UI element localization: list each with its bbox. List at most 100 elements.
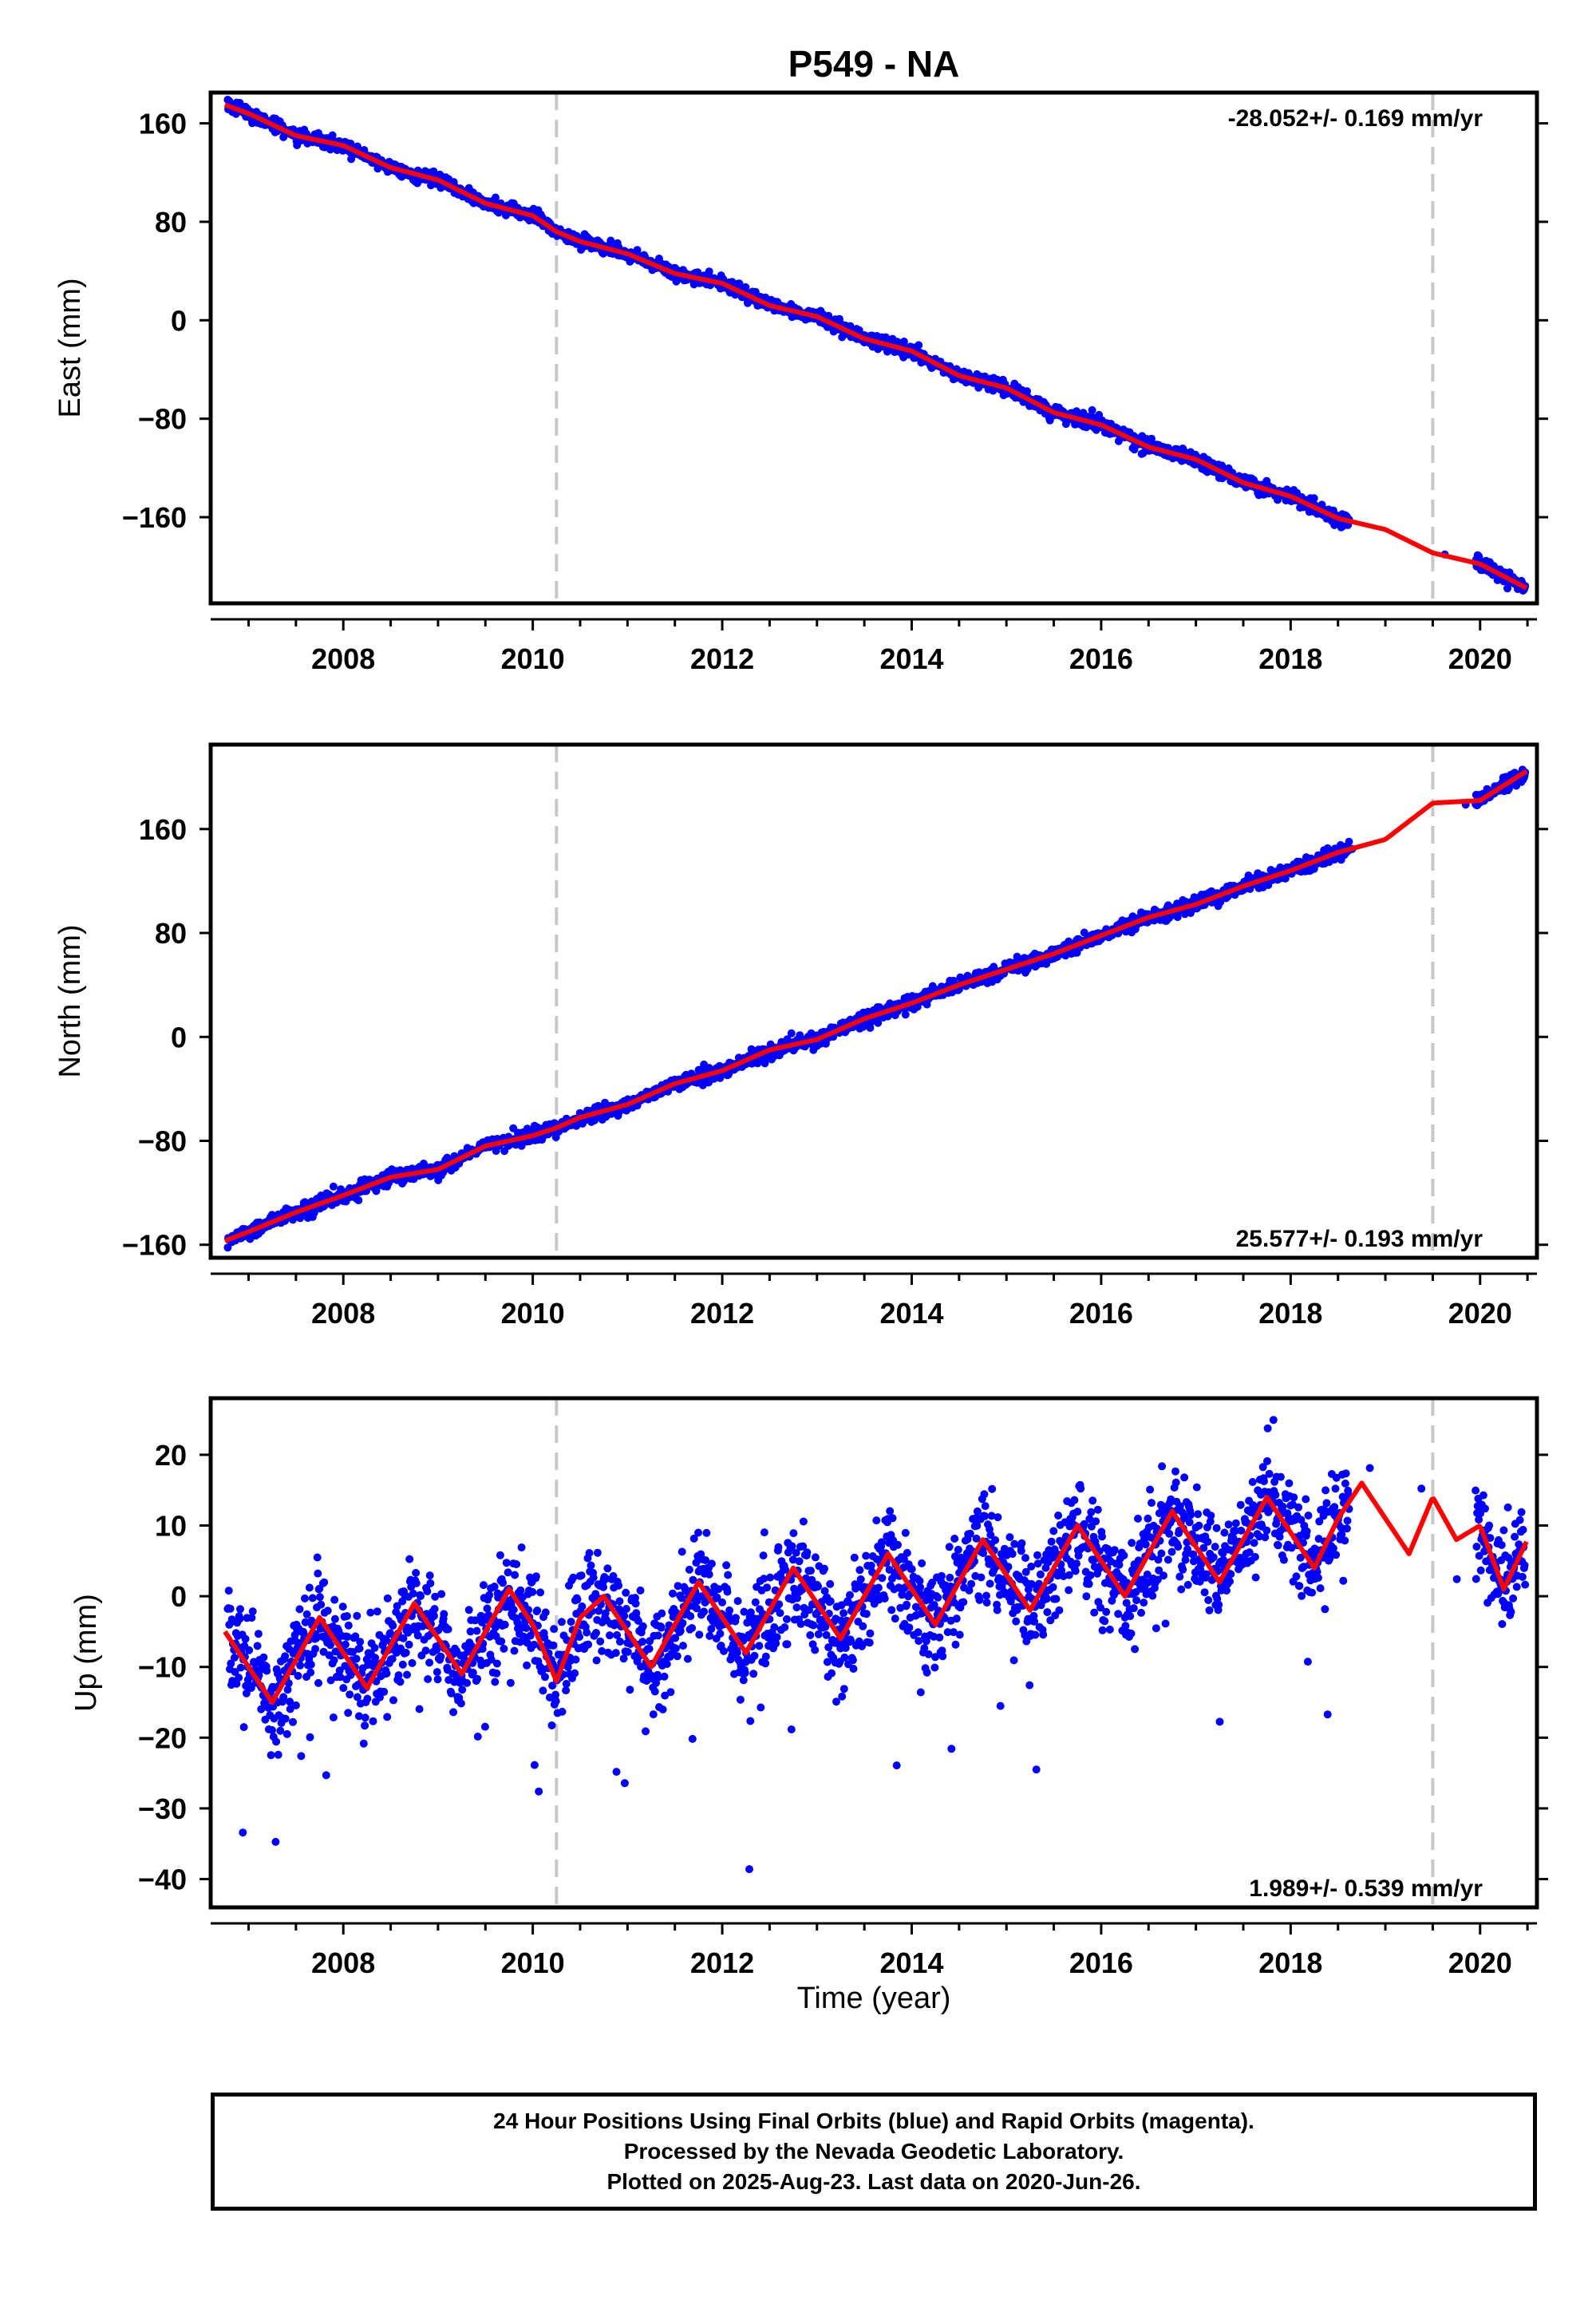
data-point: [359, 1739, 368, 1748]
data-point: [329, 1182, 338, 1191]
data-point: [787, 1029, 796, 1037]
data-point: [223, 1243, 232, 1252]
data-point: [272, 1737, 281, 1746]
data-point: [279, 1693, 288, 1701]
y-axis-label: East (mm): [53, 278, 87, 417]
data-point: [235, 1674, 243, 1682]
data-point: [389, 1696, 397, 1705]
data-point: [369, 1717, 377, 1725]
x-tick-label: 2016: [1069, 642, 1133, 675]
y-axis-label: North (mm): [53, 924, 87, 1077]
y-tick-label: 160: [139, 813, 187, 846]
data-point: [308, 1594, 317, 1603]
x-tick-label: 2018: [1258, 1297, 1322, 1330]
data-points: [223, 96, 1530, 595]
data-point: [1023, 387, 1031, 396]
data-point: [405, 1640, 413, 1649]
y-tick-label: 0: [171, 1021, 187, 1053]
data-point: [326, 1641, 334, 1650]
x-tick-label: 2020: [1448, 642, 1512, 675]
data-point: [306, 1660, 315, 1669]
data-point: [281, 1652, 290, 1661]
data-point: [330, 1595, 339, 1604]
panel-north: 2008 2010 2012 2014 2016 2018 2020160800−80−16…: [53, 742, 1548, 1330]
data-point: [259, 1653, 268, 1662]
data-point: [317, 1600, 326, 1609]
data-point: [382, 1669, 391, 1678]
plot-area: [223, 93, 1530, 603]
data-point: [366, 1608, 375, 1617]
data-point: [361, 1721, 369, 1730]
y-tick-label: −80: [138, 1124, 187, 1157]
chart-title: P549 - NA: [788, 43, 960, 85]
y-tick-label: −160: [122, 1229, 187, 1262]
data-point: [396, 1678, 405, 1686]
data-point: [344, 1709, 353, 1717]
data-point: [323, 1607, 332, 1615]
data-point: [346, 1690, 354, 1699]
data-points: [223, 1416, 1530, 1874]
data-point: [281, 1714, 290, 1723]
data-point: [371, 1654, 380, 1662]
data-point: [389, 1622, 397, 1630]
data-point: [344, 1621, 353, 1630]
data-point: [241, 1634, 250, 1643]
data-point: [235, 1614, 244, 1623]
data-point: [874, 1018, 883, 1027]
data-point: [224, 1587, 233, 1595]
data-point: [373, 1607, 381, 1616]
data-point: [356, 1638, 365, 1646]
data-point: [236, 1605, 244, 1614]
data-point: [301, 1594, 309, 1603]
data-point: [289, 1717, 297, 1726]
data-point: [291, 1701, 300, 1709]
data-point: [370, 1643, 379, 1652]
data-point: [239, 1723, 248, 1732]
data-point: [302, 1610, 311, 1618]
data-point: [1114, 437, 1123, 445]
data-point: [492, 193, 500, 202]
data-point: [361, 1713, 369, 1722]
data-point: [315, 1593, 324, 1602]
data-point: [338, 1603, 347, 1611]
data-point: [276, 1726, 285, 1735]
data-point: [329, 1713, 338, 1721]
data-point: [267, 1725, 276, 1734]
data-point: [899, 338, 908, 346]
data-point: [267, 1751, 275, 1760]
data-point: [394, 1671, 403, 1680]
data-point: [254, 1630, 263, 1638]
x-tick-label: 2012: [690, 642, 754, 675]
y-tick-label: −80: [138, 403, 187, 436]
x-tick-label: 2018: [1258, 642, 1322, 675]
data-point: [305, 1583, 314, 1592]
data-point: [263, 1666, 271, 1675]
data-point: [405, 1555, 414, 1563]
data-point: [398, 1660, 407, 1669]
x-tick-label: 2010: [501, 1297, 565, 1330]
data-point: [226, 1604, 235, 1613]
data-point: [353, 1611, 361, 1620]
data-point: [1345, 837, 1353, 846]
data-point: [245, 1646, 254, 1654]
x-tick-label: 2008: [311, 642, 375, 675]
model-curve: [223, 102, 1528, 591]
data-point: [253, 1642, 262, 1650]
y-tick-label: 80: [155, 917, 187, 950]
data-point: [236, 1663, 245, 1672]
data-point: [409, 1589, 417, 1598]
data-point: [230, 1654, 239, 1662]
y-tick-label: 0: [171, 304, 187, 337]
plot-area: [223, 1398, 1530, 1907]
x-tick-label: 2014: [879, 1297, 943, 1330]
data-point: [354, 1196, 363, 1204]
data-point: [322, 1771, 330, 1780]
data-point: [383, 1713, 392, 1721]
rate-label: -28.052+/- 0.169 mm/yr: [1228, 105, 1483, 132]
data-point: [352, 1654, 361, 1663]
data-point: [239, 1828, 247, 1837]
x-tick-label: 2008: [311, 1297, 375, 1330]
data-point: [296, 1661, 305, 1670]
x-tick-label: 2010: [501, 642, 565, 675]
